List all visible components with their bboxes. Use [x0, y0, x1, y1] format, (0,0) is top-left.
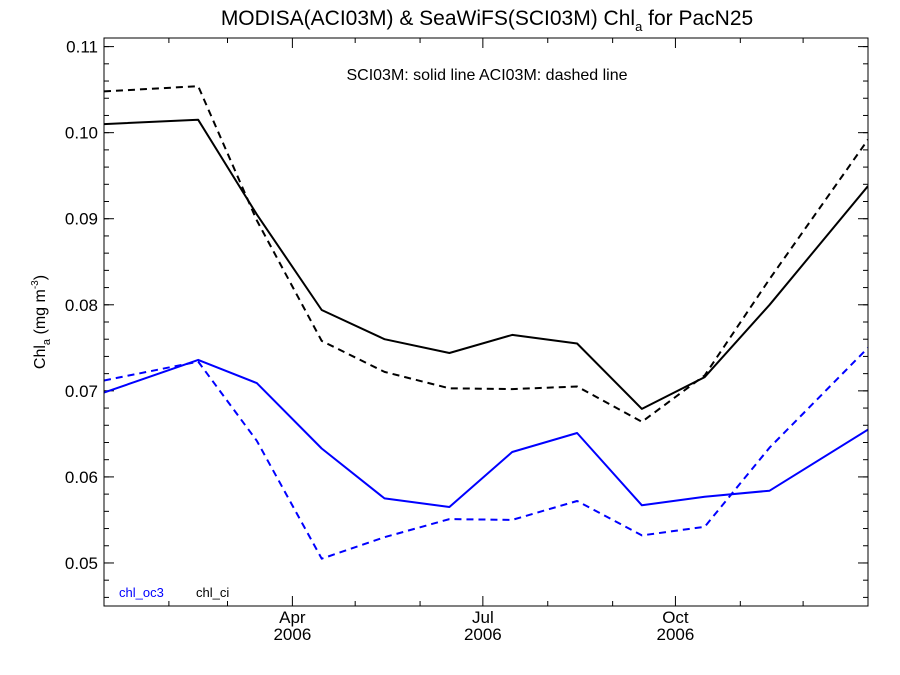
line-style-note: SCI03M: solid line ACI03M: dashed line: [346, 67, 627, 84]
y-tick-label: 0.11: [66, 38, 98, 57]
y-tick-label: 0.07: [65, 382, 98, 401]
legend-item: chl_ci: [196, 585, 229, 600]
x-tick-month-label: Jul: [472, 608, 494, 627]
series-line-chl_oc3-sci03m: [104, 358, 868, 508]
chart-title: MODISA(ACI03M) & SeaWiFS(SCI03M) Chla fo…: [221, 7, 753, 34]
x-tick-month-label: Oct: [662, 608, 689, 627]
y-tick-label: 0.10: [65, 124, 98, 143]
series-line-chl_ci-sci03m: [104, 118, 868, 410]
x-tick-month-label: Apr: [279, 608, 306, 627]
y-tick-label: 0.09: [65, 210, 98, 229]
plot-frame: [103, 37, 869, 607]
y-tick-label: 0.05: [65, 554, 98, 573]
y-tick-label: 0.08: [65, 296, 98, 315]
series-line-chl_ci-aci03m: [104, 85, 868, 423]
y-tick-label: 0.06: [65, 468, 98, 487]
x-tick-year-label: 2006: [464, 625, 502, 644]
series-line-chl_oc3-aci03m: [104, 347, 868, 560]
legend-item: chl_oc3: [119, 585, 164, 600]
y-axis-label: Chla (mg m-3): [30, 275, 53, 369]
legend: chl_oc3 chl_ci: [119, 585, 229, 600]
x-tick-year-label: 2006: [657, 625, 695, 644]
x-tick-year-label: 2006: [273, 625, 311, 644]
